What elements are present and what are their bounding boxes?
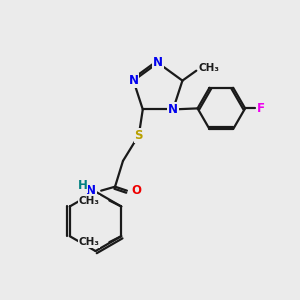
Text: N: N (153, 56, 163, 69)
Text: CH₃: CH₃ (198, 63, 219, 73)
Text: S: S (135, 129, 143, 142)
Text: CH₃: CH₃ (79, 196, 100, 206)
Text: H: H (77, 179, 87, 192)
Text: CH₃: CH₃ (79, 237, 100, 247)
Text: N: N (168, 103, 178, 116)
Text: N: N (86, 184, 96, 197)
Text: O: O (132, 184, 142, 197)
Text: F: F (257, 102, 265, 115)
Text: N: N (128, 74, 138, 87)
